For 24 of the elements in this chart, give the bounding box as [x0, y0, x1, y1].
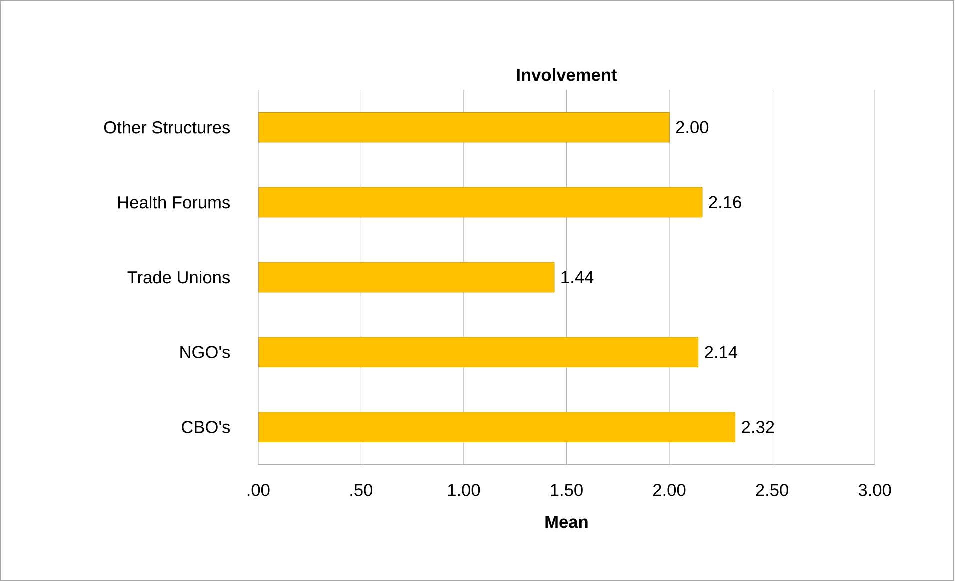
x-tick-label: 3.00: [858, 484, 892, 496]
data-label: 2.32: [742, 421, 774, 434]
y-tick-label: CBO's: [182, 421, 230, 434]
x-tick-label: .50: [350, 484, 373, 496]
bar: [258, 336, 699, 368]
bar: [258, 412, 736, 442]
y-tick-label: Trade Unions: [128, 270, 230, 284]
x-tick-label: 1.50: [551, 484, 583, 496]
bar: [258, 187, 703, 218]
data-label: 1.44: [562, 271, 594, 284]
data-label: 2.14: [705, 346, 738, 358]
data-label: 2.16: [709, 196, 742, 208]
chart-title: Involvement: [517, 68, 618, 82]
bar: [258, 262, 555, 293]
bar: [258, 112, 670, 143]
x-tick-label: .00: [248, 484, 270, 496]
y-tick-label: Other Structures: [104, 120, 230, 134]
x-tick-label: 2.00: [654, 484, 686, 496]
x-axis-title: Mean: [546, 516, 588, 528]
x-tick-label: 2.50: [756, 484, 788, 496]
y-tick-label: Health Forums: [118, 196, 230, 209]
x-tick-label: 1.00: [448, 484, 480, 496]
data-label: 2.00: [676, 121, 709, 134]
y-tick-label: NGO's: [180, 346, 230, 358]
